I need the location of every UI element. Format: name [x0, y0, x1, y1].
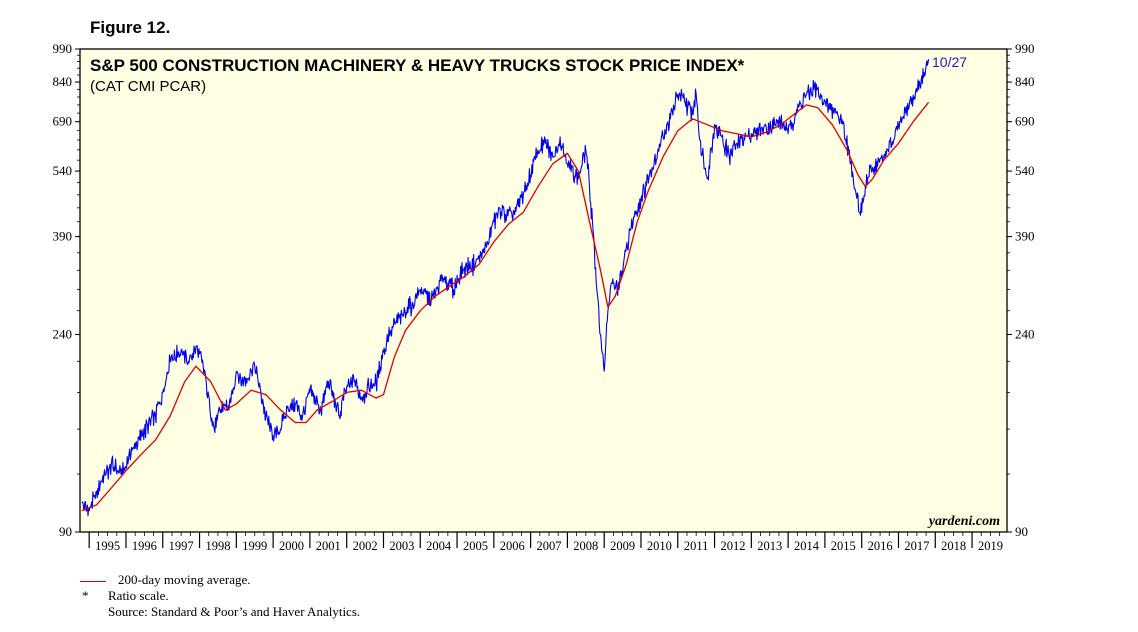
moving-average-legend: 200-day moving average.	[80, 572, 250, 588]
x-tick-label: 2002	[353, 539, 378, 553]
price-series-line	[81, 59, 930, 517]
y-tick-label-left: 840	[53, 74, 73, 89]
x-tick-label: 2011	[684, 539, 709, 553]
y-axis-left: 90 240 390 540 690 840 990	[53, 41, 80, 539]
x-tick-label: 2015	[831, 539, 856, 553]
moving-average-series-line	[81, 101, 930, 512]
x-tick-label: 2010	[647, 539, 672, 553]
y-tick-label-left: 690	[53, 114, 73, 129]
x-axis: 1995 1996 1997 1998 1999 2000 2001 2002 2003 2004…	[88, 532, 1003, 553]
asterisk: *	[82, 588, 89, 603]
source-text: Source: Standard & Poor’s and Haver Anal…	[108, 604, 361, 619]
watermark: yardeni.com	[927, 514, 1000, 529]
y-tick-label-right: 90	[1015, 524, 1028, 539]
x-tick-label: 2019	[978, 539, 1003, 553]
ratio-scale-text: Ratio scale.	[108, 588, 169, 603]
y-tick-label-right: 840	[1015, 74, 1035, 89]
x-tick-label: 2008	[573, 539, 598, 553]
x-tick-label: 2006	[500, 539, 525, 553]
x-tick-label: 2018	[941, 539, 966, 553]
chart-subtitle: (CAT CMI PCAR)	[90, 78, 206, 95]
ratio-scale-note: * Ratio scale.	[80, 588, 169, 604]
x-tick-label: 1995	[95, 539, 120, 553]
moving-average-swatch	[80, 580, 106, 582]
x-tick-label: 2012	[720, 539, 745, 553]
y-tick-label-right: 240	[1015, 326, 1035, 341]
x-tick-label: 2013	[757, 539, 782, 553]
x-tick-label: 2007	[537, 539, 562, 553]
x-tick-label: 1999	[242, 539, 267, 553]
x-tick-label: 2004	[426, 539, 452, 553]
y-tick-label-right: 990	[1015, 41, 1035, 56]
x-tick-label: 2005	[463, 539, 488, 553]
y-tick-label-right: 690	[1015, 114, 1035, 129]
x-tick-label: 2017	[904, 539, 929, 553]
x-tick-label: 2016	[868, 539, 893, 553]
y-tick-label-left: 390	[53, 229, 73, 244]
y-tick-label-right: 540	[1015, 163, 1035, 178]
y-axis-right: 90 240 390 540 690 840 990	[1007, 41, 1035, 539]
x-tick-label: 1997	[169, 539, 194, 553]
moving-average-legend-text: 200-day moving average.	[118, 572, 251, 587]
x-tick-label: 1998	[205, 539, 230, 553]
x-tick-label: 2001	[316, 539, 341, 553]
chart-title: S&P 500 CONSTRUCTION MACHINERY & HEAVY T…	[90, 56, 745, 75]
y-tick-label-left: 240	[53, 326, 73, 341]
end-date-label: 10/27	[932, 54, 967, 70]
figure-label: Figure 12.	[90, 18, 171, 37]
y-tick-label-left: 90	[59, 524, 72, 539]
x-tick-label: 2003	[389, 539, 414, 553]
y-tick-label-right: 390	[1015, 229, 1035, 244]
y-tick-label-left: 540	[53, 163, 73, 178]
x-tick-label: 2014	[794, 539, 820, 553]
plot-area	[79, 48, 1008, 533]
x-tick-label: 2000	[279, 539, 304, 553]
x-tick-label: 1996	[132, 539, 157, 553]
source-note: Source: Standard & Poor’s and Haver Anal…	[80, 604, 360, 620]
y-tick-label-left: 990	[53, 41, 73, 56]
x-tick-label: 2009	[610, 539, 635, 553]
